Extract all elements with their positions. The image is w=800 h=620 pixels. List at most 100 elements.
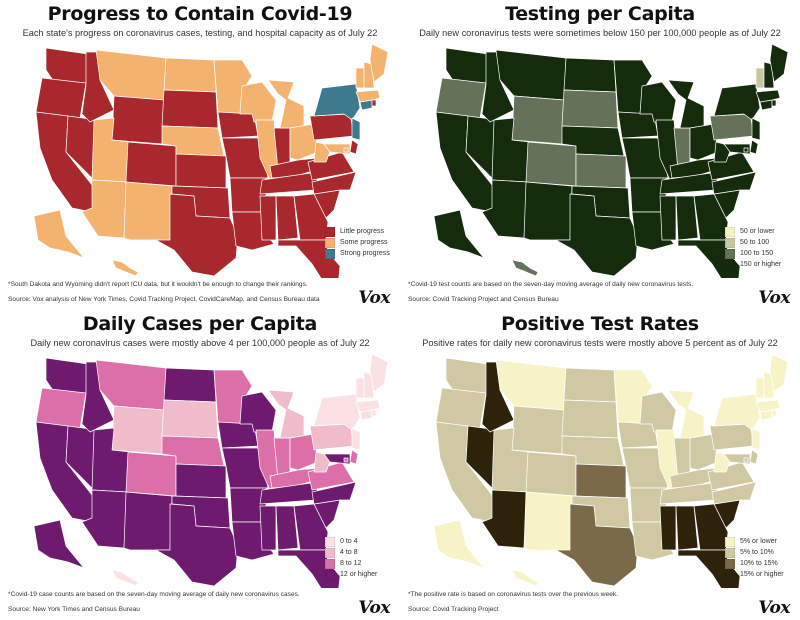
- state-nc: [711, 481, 757, 505]
- state-vt: [355, 377, 365, 399]
- legend: 0 to 4 4 to 8 8 to 12 12 or higher: [325, 536, 377, 580]
- state-ks: [175, 463, 227, 499]
- legend-item: 4 to 8: [325, 547, 377, 558]
- footnote: *The positive rate is based on coronavir…: [408, 591, 619, 598]
- state-nj: [351, 427, 361, 451]
- state-co: [125, 141, 177, 187]
- state-ny: [713, 393, 761, 431]
- vox-logo: Vox: [758, 288, 790, 308]
- panel-title: Positive Test Rates: [501, 313, 699, 335]
- legend-swatch: [325, 558, 335, 569]
- state-md: [723, 143, 751, 155]
- legend-label: 10% to 15%: [740, 560, 778, 567]
- state-de: [749, 139, 759, 155]
- state-ma: [755, 399, 781, 413]
- footnote: *Covid-19 test counts are based on the s…: [408, 281, 694, 288]
- state-pa: [709, 423, 755, 451]
- state-hi: [111, 569, 139, 587]
- legend-swatch: [725, 536, 735, 547]
- panel-subtitle: Positive rates for daily new coronavirus…: [422, 338, 778, 348]
- footnote: *Covid-19 case counts are based on the s…: [8, 591, 300, 598]
- state-ms: [259, 505, 277, 551]
- panel-positive-rate: Positive Test Rates Positive rates for d…: [400, 310, 800, 620]
- us-map: [433, 43, 789, 278]
- state-wy: [111, 95, 165, 145]
- state-md: [723, 453, 751, 465]
- state-co: [525, 451, 577, 497]
- panel-testing: Testing per Capita Daily new coronavirus…: [400, 0, 800, 310]
- state-ks: [575, 153, 627, 189]
- state-ak: [433, 209, 485, 259]
- state-ak: [33, 519, 85, 569]
- source-text: Source: New York Times and Census Bureau: [8, 606, 140, 613]
- state-ia: [217, 111, 259, 139]
- state-ri: [371, 99, 377, 107]
- legend: 5% or lower 5% to 10% 10% to 15% 15% or hig…: [725, 536, 784, 580]
- state-nm: [123, 181, 173, 241]
- state-hi: [511, 569, 539, 587]
- state-al: [675, 195, 699, 241]
- us-map: [33, 43, 389, 278]
- state-nm: [523, 181, 573, 241]
- state-ms: [659, 505, 677, 551]
- state-or: [35, 387, 87, 429]
- state-wy: [511, 405, 565, 455]
- state-ma: [355, 89, 381, 103]
- legend-label: Strong progress: [340, 250, 390, 257]
- legend-item: 15% or higher: [725, 569, 784, 580]
- legend-label: 12 or higher: [340, 571, 378, 578]
- state-nc: [311, 481, 357, 505]
- state-ri: [771, 409, 777, 417]
- state-al: [275, 505, 299, 551]
- state-ms: [659, 195, 677, 241]
- state-de: [349, 449, 359, 465]
- legend-item: Some progress: [325, 237, 390, 248]
- legend-item: 10% to 15%: [725, 558, 784, 569]
- legend-label: 100 to 150: [740, 250, 774, 257]
- legend-item: 150 or higher: [725, 259, 781, 270]
- state-nd: [163, 367, 217, 403]
- state-ia: [617, 421, 659, 449]
- state-vt: [755, 377, 765, 399]
- state-sd: [561, 89, 619, 129]
- state-tx: [555, 193, 639, 277]
- state-oh: [289, 123, 319, 161]
- state-sd: [161, 399, 219, 439]
- legend-item: 50 or lower: [725, 226, 781, 237]
- legend-label: Little progress: [340, 228, 384, 235]
- state-de: [349, 139, 359, 155]
- state-al: [675, 505, 699, 551]
- state-oh: [689, 123, 719, 161]
- panel-cases: Daily Cases per Capita Daily new coronav…: [0, 310, 400, 620]
- state-tx: [155, 503, 239, 587]
- state-nd: [563, 367, 617, 403]
- state-sd: [161, 89, 219, 129]
- vox-logo: Vox: [358, 288, 390, 308]
- source-text: Source: Covid Tracking Project: [408, 606, 499, 613]
- legend-swatch: [725, 569, 735, 580]
- legend-swatch: [725, 248, 735, 259]
- legend-swatch: [325, 536, 335, 547]
- legend-swatch: [325, 226, 335, 237]
- legend-swatch: [325, 248, 335, 259]
- legend-label: 4 to 8: [340, 549, 358, 556]
- state-tx: [555, 503, 639, 587]
- legend-item: 12 or higher: [325, 569, 377, 580]
- state-ms: [259, 195, 277, 241]
- state-nc: [311, 171, 357, 195]
- state-ks: [575, 463, 627, 499]
- state-ri: [371, 409, 377, 417]
- state-ks: [175, 153, 227, 189]
- legend-swatch: [325, 569, 335, 580]
- us-map: [433, 353, 789, 588]
- legend-swatch: [725, 226, 735, 237]
- state-al: [275, 195, 299, 241]
- legend-item: 100 to 150: [725, 248, 781, 259]
- state-or: [35, 77, 87, 119]
- legend: Little progress Some progress Strong progr…: [325, 226, 390, 259]
- state-mt: [95, 49, 167, 101]
- state-or: [435, 387, 487, 429]
- state-me: [769, 353, 789, 393]
- state-nj: [751, 117, 761, 141]
- legend-label: 8 to 12: [340, 560, 362, 567]
